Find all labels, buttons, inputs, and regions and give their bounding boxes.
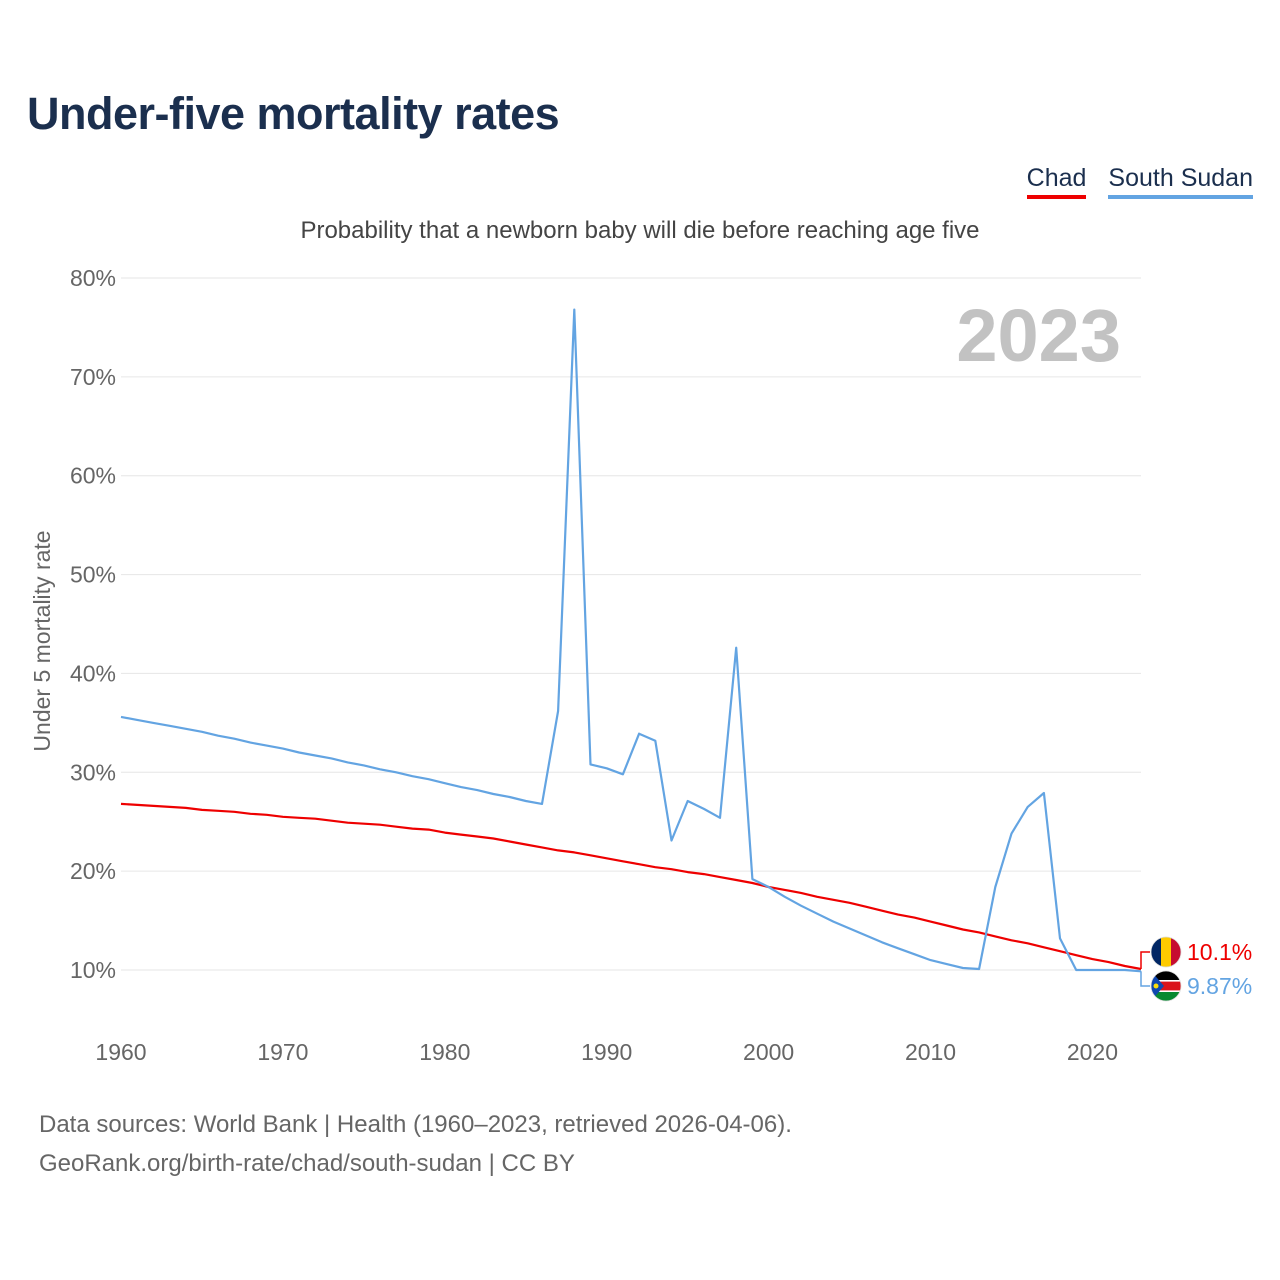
- y-tick-label: 50%: [70, 562, 116, 588]
- x-tick-label: 2000: [743, 1039, 794, 1065]
- y-axis-label: Under 5 mortality rate: [29, 530, 55, 751]
- chart-subtitle: Probability that a newborn baby will die…: [300, 217, 980, 244]
- x-tick-label: 1970: [257, 1039, 308, 1065]
- legend-item-chad[interactable]: Chad: [1026, 164, 1087, 199]
- y-tick-label: 10%: [70, 957, 116, 983]
- year-watermark: 2023: [956, 294, 1121, 377]
- x-tick-label: 1960: [95, 1039, 146, 1065]
- south-sudan-flag-icon: [1150, 970, 1182, 1002]
- y-tick-label: 40%: [70, 660, 116, 686]
- chart-title: Under-five mortality rates: [27, 88, 560, 139]
- y-tick-label: 20%: [70, 858, 116, 884]
- y-tick-label: 60%: [70, 463, 116, 489]
- y-tick-label: 70%: [70, 364, 116, 390]
- footer: Data sources: World Bank | Health (1960–…: [39, 1105, 792, 1183]
- end-label-connector: [1140, 971, 1150, 987]
- series-line-south-sudan: [120, 308, 1142, 973]
- chad-flag-icon: [1150, 936, 1182, 968]
- x-tick-label: 2010: [905, 1039, 956, 1065]
- y-tick-label: 80%: [70, 265, 116, 291]
- legend-item-south-sudan[interactable]: South Sudan: [1108, 164, 1253, 199]
- data-source-note: Data sources: World Bank | Health (1960–…: [39, 1111, 792, 1138]
- series-line-chad: [120, 802, 1142, 971]
- y-tick-label: 30%: [70, 759, 116, 785]
- x-tick-label: 1990: [581, 1039, 632, 1065]
- x-tick-label: 1980: [419, 1039, 470, 1065]
- end-value-label: 10.1%: [1187, 939, 1252, 965]
- end-value-label: 9.87%: [1187, 973, 1252, 999]
- end-label-connector: [1140, 951, 1150, 970]
- source-url: GeoRank.org/birth-rate/chad/south-sudan …: [39, 1150, 575, 1177]
- x-tick-label: 2020: [1067, 1039, 1118, 1065]
- legend: Chad South Sudan: [1026, 164, 1253, 199]
